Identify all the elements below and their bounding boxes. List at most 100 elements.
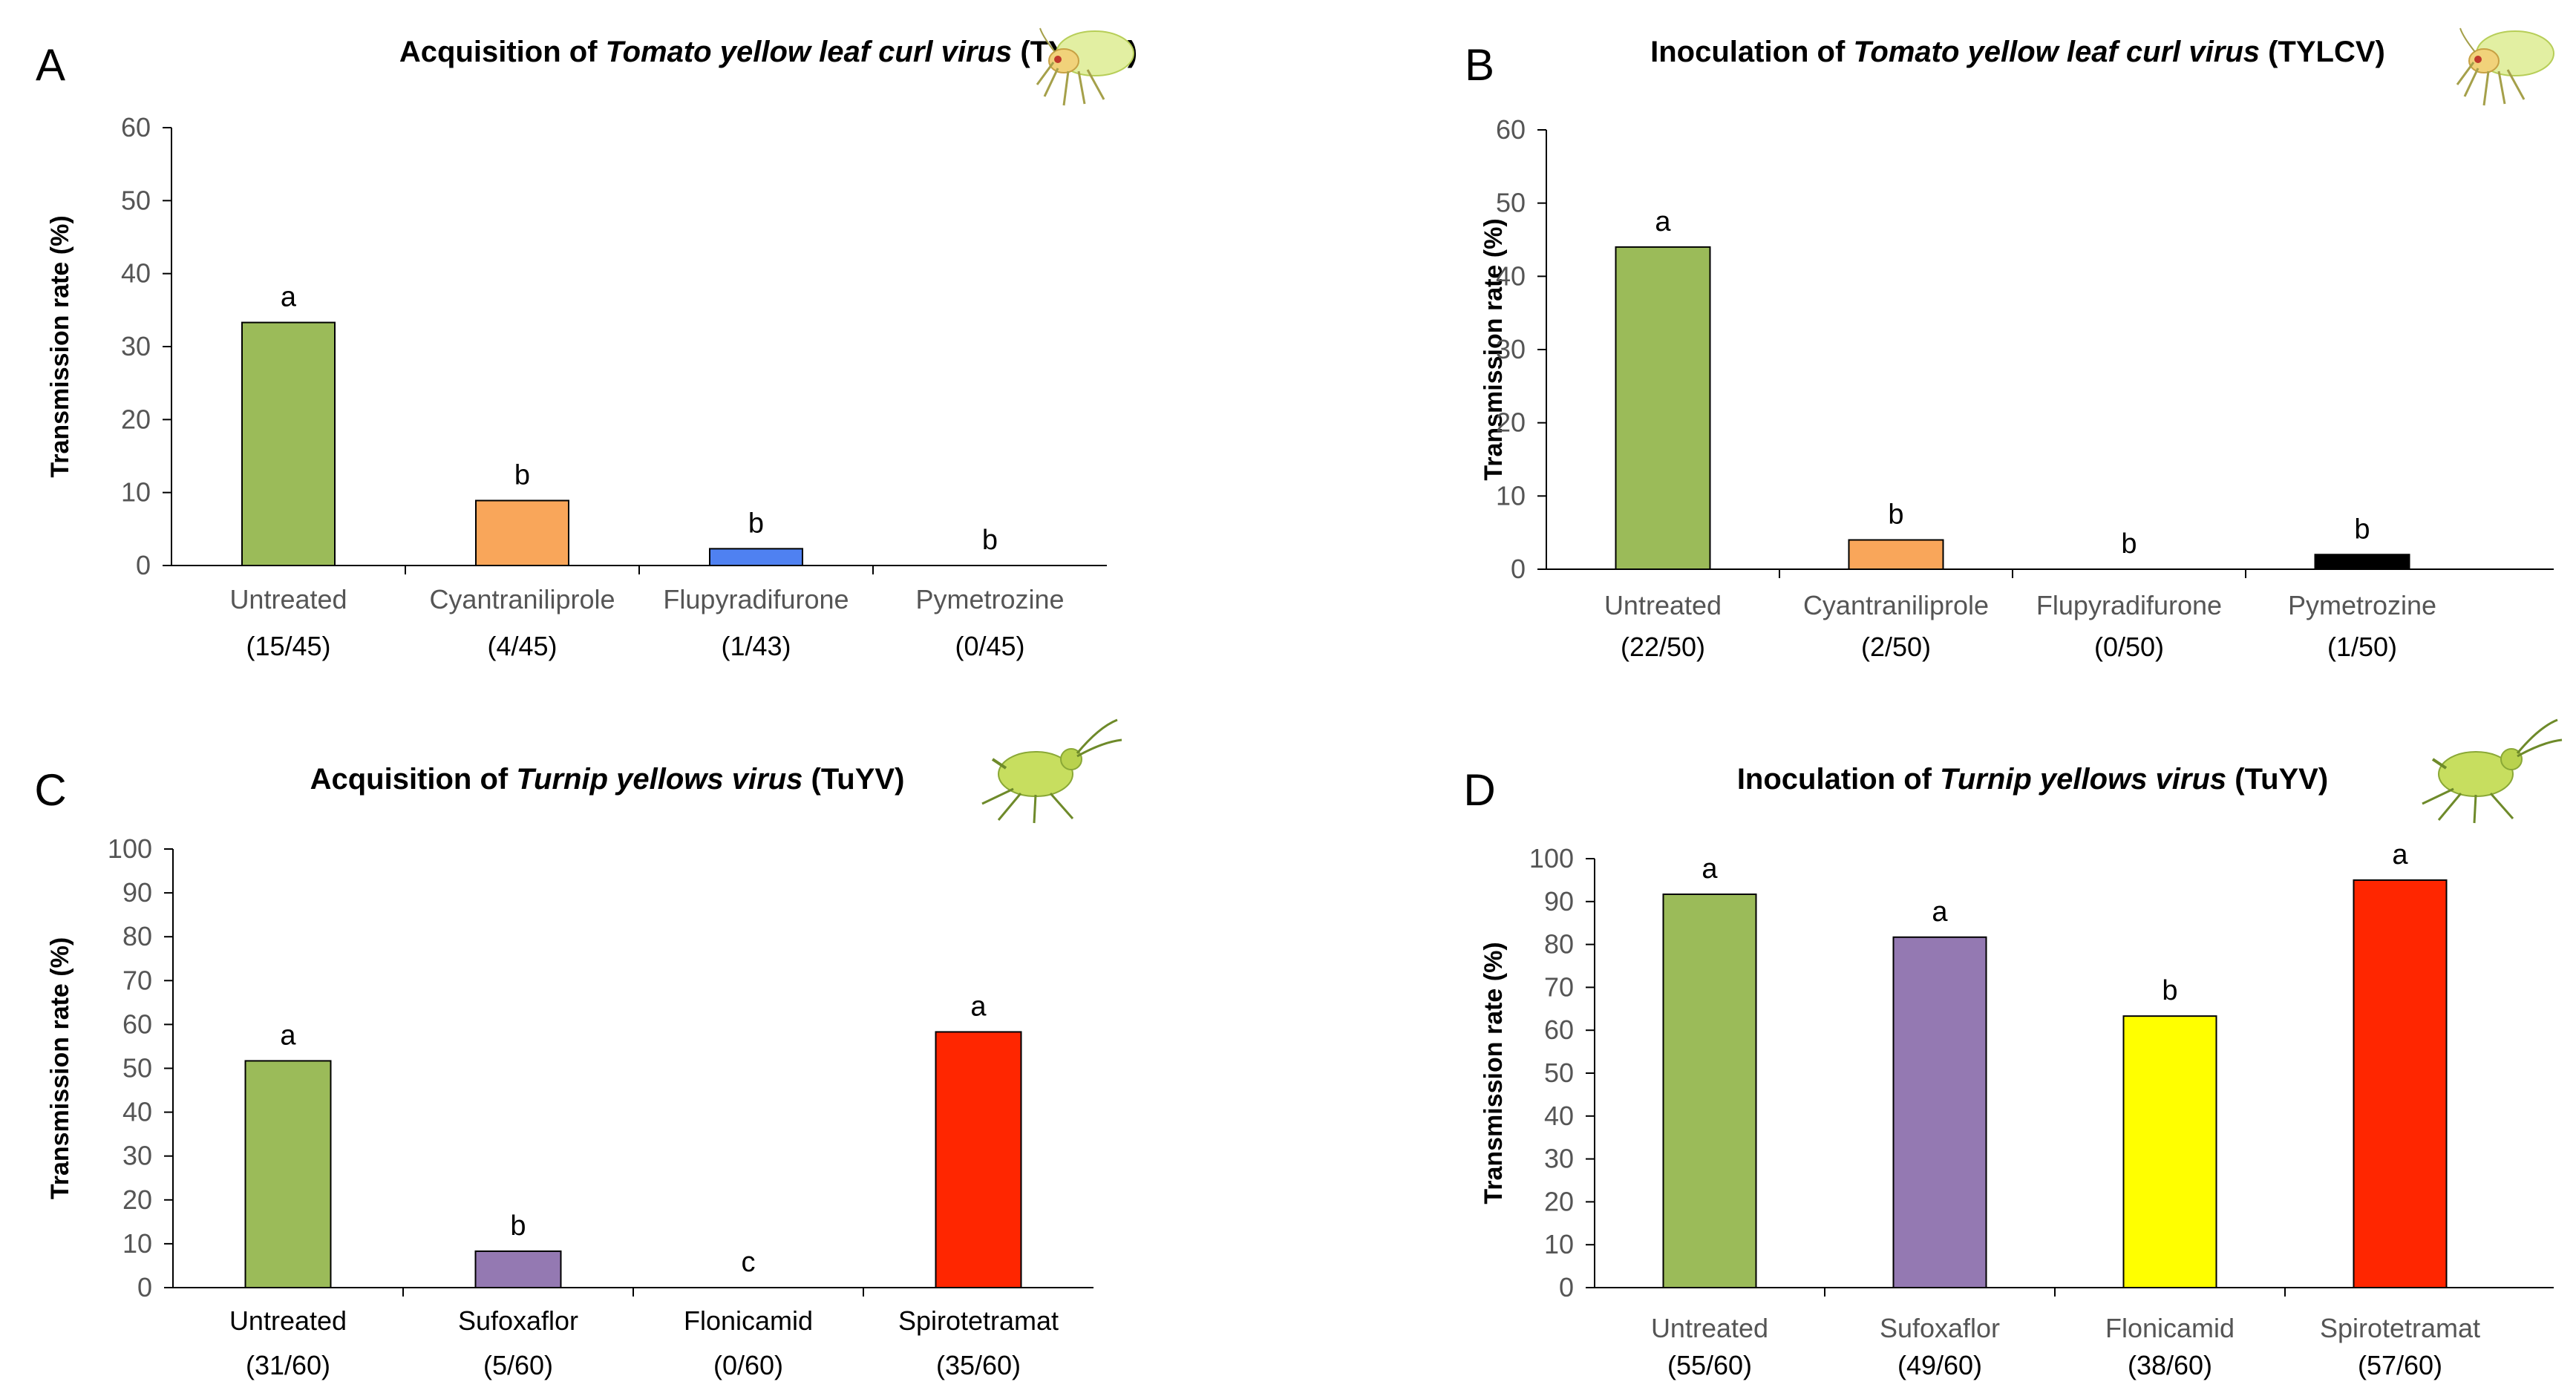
panel-letter: C: [34, 765, 66, 815]
x-tick-label: Untreated: [1604, 590, 1722, 620]
chart-title: Inoculation of Turnip yellows virus (TuY…: [1737, 763, 2328, 796]
y-tick-label: 70: [1544, 971, 1574, 1002]
bar-untreated: [244, 1060, 332, 1288]
y-tick-label: 20: [121, 404, 151, 434]
y-tick-label: 0: [1511, 554, 1526, 584]
significance-letter: b: [982, 525, 998, 556]
y-tick-label: 20: [1544, 1186, 1574, 1216]
sample-count-label: (55/60): [1667, 1350, 1752, 1380]
chart-panel-b: B Inoculation of Tomato yellow leaf curl …: [1465, 27, 2554, 662]
sample-count-label: (0/50): [2094, 632, 2164, 662]
y-tick-label: 50: [121, 185, 151, 215]
x-tick-label: Untreated: [229, 584, 347, 614]
significance-letter: b: [514, 459, 530, 491]
sample-count-label: (1/43): [721, 631, 791, 661]
y-tick-label: 90: [1544, 886, 1574, 917]
y-tick-label: 70: [122, 965, 152, 995]
y-tick-label: 0: [1559, 1272, 1574, 1302]
bar-sufoxaflor: [474, 1250, 562, 1289]
y-tick-label: 10: [1496, 480, 1526, 511]
panel-letter: D: [1463, 765, 1495, 815]
y-tick-label: 10: [121, 477, 151, 508]
bar-sufoxaflor: [1892, 936, 1987, 1289]
x-tick-label: Flupyradifurone: [2036, 590, 2222, 620]
y-tick-label: 10: [122, 1228, 152, 1259]
x-tick-label: Sufoxaflor: [1880, 1313, 2000, 1343]
y-axis-label: Transmission rate (%): [1480, 218, 1508, 480]
sample-count-label: (22/50): [1621, 632, 1705, 662]
y-tick-label: 60: [1544, 1015, 1574, 1045]
significance-letter: c: [742, 1247, 756, 1278]
chart-panel-a: A Acquisition of Tomato yellow leaf curl …: [36, 27, 1137, 661]
significance-letter: b: [510, 1210, 526, 1242]
x-tick-label: Flonicamid: [2105, 1313, 2235, 1343]
y-tick-label: 10: [1544, 1229, 1574, 1259]
significance-letter: b: [2354, 514, 2370, 545]
bar-untreated: [241, 321, 336, 566]
y-tick-label: 80: [1544, 929, 1574, 960]
bar-untreated: [1662, 893, 1757, 1288]
sample-count-label: (1/50): [2327, 632, 2397, 662]
sample-count-label: (0/45): [955, 631, 1024, 661]
significance-letter: b: [1888, 499, 1903, 531]
x-tick-label: Untreated: [229, 1305, 347, 1336]
y-tick-label: 90: [122, 877, 152, 908]
y-axis-label: Transmission rate (%): [46, 215, 74, 477]
x-tick-label: Sufoxaflor: [458, 1305, 578, 1336]
chart-title: Acquisition of Turnip yellows virus (TuY…: [310, 763, 905, 796]
x-tick-label: Pymetrozine: [915, 584, 1064, 614]
x-tick-label: Cyantraniliprole: [1803, 590, 1989, 620]
y-tick-label: 0: [136, 550, 151, 580]
y-tick-label: 40: [122, 1097, 152, 1127]
aphid-icon: [2422, 718, 2563, 824]
whitefly-icon: [1036, 27, 1134, 106]
y-tick-label: 60: [1496, 114, 1526, 145]
y-tick-label: 40: [1544, 1101, 1574, 1131]
sample-count-label: (31/60): [246, 1350, 330, 1380]
y-axis-label: Transmission rate (%): [1480, 942, 1508, 1204]
significance-letter: a: [280, 1020, 296, 1051]
sample-count-label: (15/45): [246, 631, 330, 661]
y-tick-label: 0: [137, 1272, 152, 1302]
y-tick-label: 30: [1496, 334, 1526, 364]
x-tick-label: Cyantraniliprole: [429, 584, 615, 614]
y-tick-label: 50: [122, 1053, 152, 1084]
bar-spirotetramat: [935, 1031, 1022, 1289]
bar-flupyradifurone: [709, 548, 803, 567]
chart-title: Inoculation of Tomato yellow leaf curl v…: [1650, 36, 2385, 68]
aphid-icon: [981, 718, 1122, 824]
significance-letter: a: [1655, 206, 1671, 237]
x-tick-label: Spirotetramat: [2320, 1313, 2480, 1343]
sample-count-label: (35/60): [936, 1350, 1021, 1380]
y-axis-label: Transmission rate (%): [46, 937, 74, 1199]
chart-title: Acquisition of Tomato yellow leaf curl v…: [399, 36, 1137, 68]
bar-untreated: [1615, 246, 1711, 570]
whitefly-icon: [2456, 27, 2554, 106]
significance-letter: b: [748, 508, 764, 539]
y-tick-label: 20: [122, 1184, 152, 1215]
significance-letter: a: [1932, 897, 1948, 928]
sample-count-label: (57/60): [2358, 1350, 2442, 1380]
y-tick-label: 60: [122, 1009, 152, 1039]
bar-cyantraniliprole: [1848, 539, 1944, 570]
y-tick-label: 100: [1529, 843, 1574, 874]
significance-letter: a: [970, 991, 987, 1022]
sample-count-label: (5/60): [483, 1350, 553, 1380]
y-tick-label: 100: [108, 833, 152, 864]
sample-count-label: (49/60): [1897, 1350, 1982, 1380]
y-tick-label: 30: [1544, 1144, 1574, 1174]
chart-panel-c: C Acquisition of Turnip yellows virus (Tu…: [34, 718, 1122, 1380]
sample-count-label: (38/60): [2128, 1350, 2212, 1380]
bar-pymetrozine: [2314, 554, 2410, 570]
y-tick-label: 40: [1496, 260, 1526, 291]
chart-panel-d: D Inoculation of Turnip yellows virus (Tu…: [1463, 718, 2563, 1380]
x-tick-label: Spirotetramat: [898, 1305, 1059, 1336]
y-tick-label: 50: [1496, 188, 1526, 218]
sample-count-label: (4/45): [487, 631, 557, 661]
significance-letter: a: [2392, 839, 2408, 871]
significance-letter: b: [2121, 528, 2137, 560]
x-tick-label: Flupyradifurone: [663, 584, 849, 614]
x-tick-label: Pymetrozine: [2288, 590, 2436, 620]
y-tick-label: 60: [121, 112, 151, 142]
